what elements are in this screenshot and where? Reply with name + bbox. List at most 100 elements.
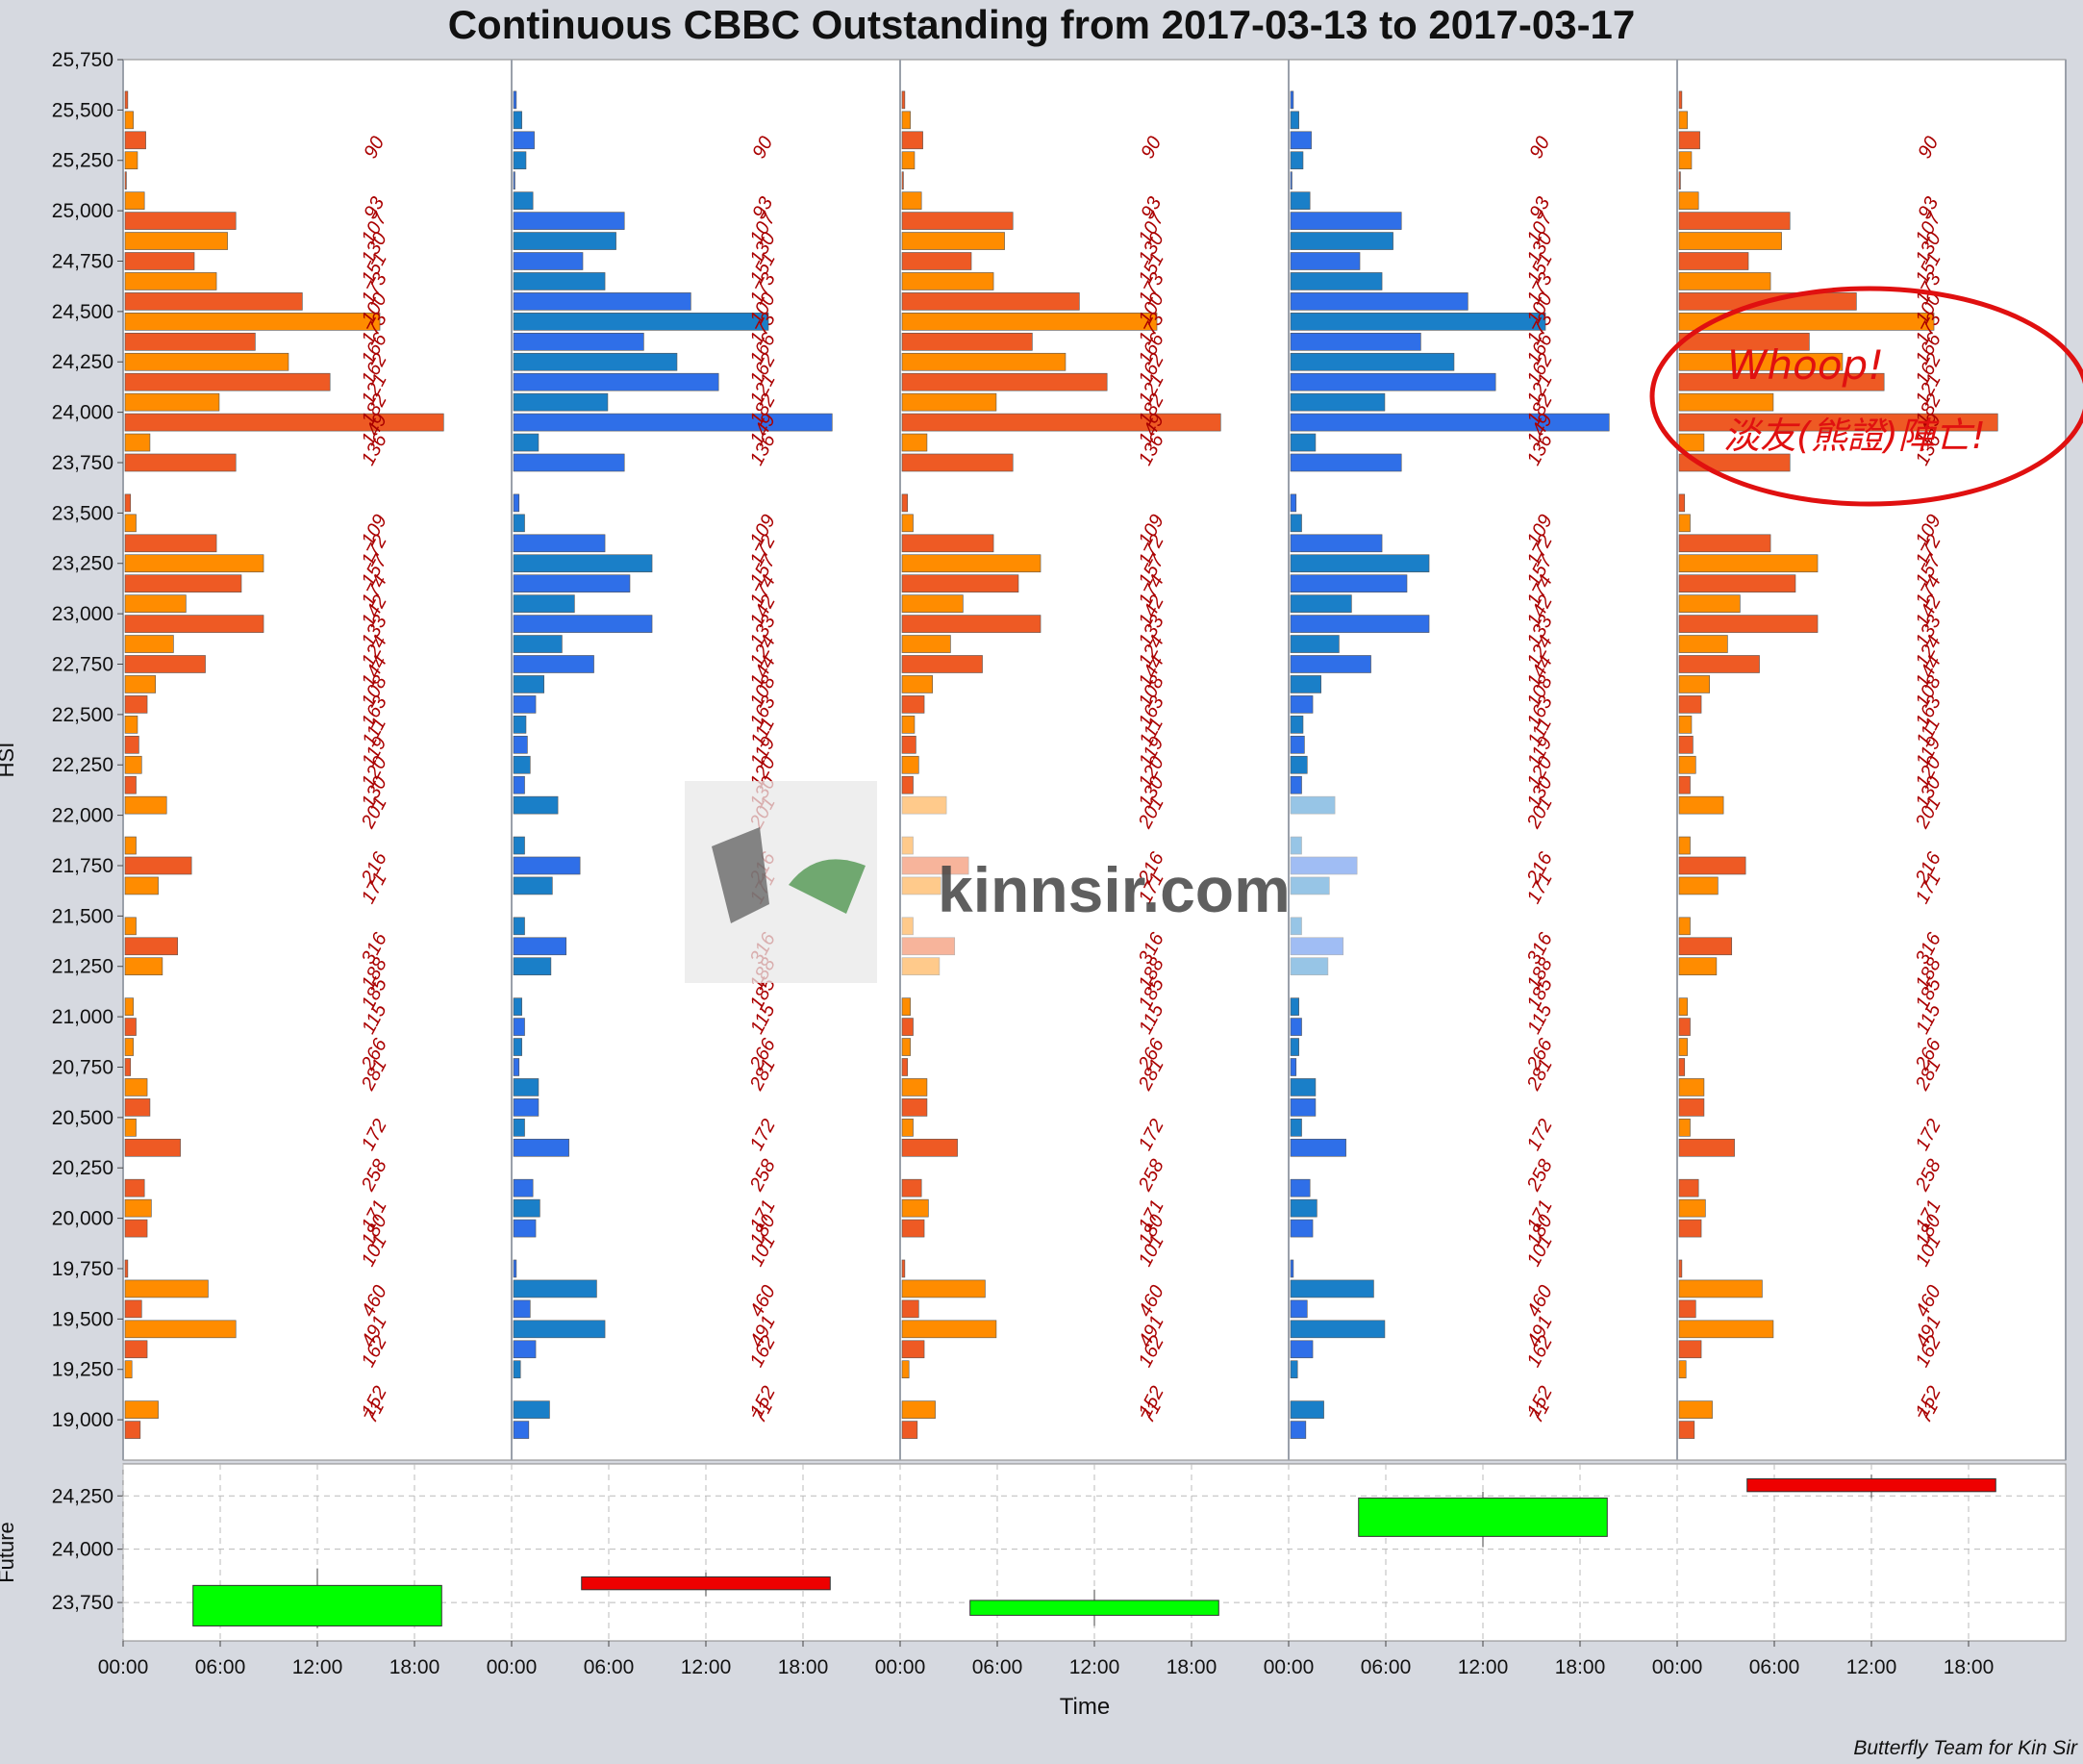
cbbc-bar	[901, 554, 1042, 573]
cbbc-bar	[1678, 716, 1693, 734]
cbbc-bar	[901, 453, 1014, 472]
cbbc-bar	[124, 392, 220, 412]
cbbc-bar	[513, 635, 563, 653]
cbbc-bar	[1678, 1058, 1686, 1076]
future-axis-label: Future	[0, 1522, 18, 1583]
x-tick-label: 00:00	[98, 1656, 149, 1678]
cbbc-bar	[513, 594, 575, 613]
cbbc-bar	[513, 1299, 531, 1319]
cbbc-bar	[1678, 1138, 1735, 1157]
x-tick-label: 12:00	[681, 1656, 732, 1678]
x-tick-label: 00:00	[1264, 1656, 1315, 1678]
x-tick-label: 06:00	[1361, 1656, 1412, 1678]
cbbc-bar	[1290, 272, 1383, 290]
y-tick-label: 19,000	[52, 1409, 113, 1431]
cbbc-bar	[1678, 1259, 1683, 1278]
cbbc-bar	[1290, 1421, 1307, 1439]
cbbc-bar	[513, 332, 644, 351]
annotation-line2: 淡友(熊證)陣亡!	[1723, 415, 1986, 457]
cbbc-bar	[901, 413, 1221, 432]
x-tick-label: 18:00	[1167, 1656, 1217, 1678]
cbbc-bar	[901, 111, 911, 130]
x-tick-label: 06:00	[1749, 1656, 1800, 1678]
cbbc-bar	[1678, 1320, 1774, 1339]
cbbc-bar	[1678, 554, 1819, 573]
y-tick-label: 21,500	[52, 905, 113, 927]
cbbc-bar	[901, 372, 1108, 391]
cbbc-bar	[124, 111, 134, 130]
cbbc-bar	[1678, 695, 1702, 714]
cbbc-bar	[124, 795, 167, 815]
cbbc-bar	[1290, 957, 1329, 976]
cbbc-bar	[1290, 212, 1402, 230]
cbbc-bar	[513, 574, 631, 592]
cbbc-bar	[513, 775, 525, 794]
cbbc-bar	[124, 735, 139, 754]
cbbc-bar	[124, 433, 151, 452]
cbbc-bar	[1290, 332, 1421, 351]
x-tick-label: 12:00	[292, 1656, 343, 1678]
cbbc-bar	[1290, 1178, 1311, 1197]
cbbc-bar	[1678, 937, 1733, 956]
cbbc-bar	[124, 1340, 148, 1359]
cbbc-bar	[124, 957, 163, 976]
cbbc-bar	[513, 272, 606, 290]
cbbc-bar	[124, 675, 156, 693]
cbbc-bar	[1678, 313, 1935, 331]
cbbc-bar	[1678, 775, 1691, 794]
cbbc-bar	[901, 856, 969, 875]
y-tick-label: 21,250	[52, 956, 113, 978]
cbbc-bar	[901, 937, 956, 956]
cbbc-bar	[1290, 1360, 1298, 1379]
cbbc-bar	[1678, 534, 1771, 553]
y-tick-label: 21,750	[52, 855, 113, 877]
annotation-line1: Whoop!	[1727, 341, 1884, 389]
cbbc-bar	[1290, 493, 1297, 513]
x-tick-label: 12:00	[1846, 1656, 1897, 1678]
cbbc-bar	[1290, 171, 1292, 190]
chart-title: Continuous CBBC Outstanding from 2017-03…	[447, 2, 1636, 47]
cbbc-bar	[901, 151, 916, 170]
cbbc-bar	[513, 90, 517, 110]
y-tick-label: 20,000	[52, 1208, 113, 1230]
cbbc-bar	[1678, 856, 1746, 875]
cbbc-bar	[513, 352, 678, 371]
cbbc-bar	[901, 876, 941, 895]
y-tick-label: 24,500	[52, 301, 113, 323]
cbbc-bar	[124, 252, 195, 270]
cbbc-bar	[901, 534, 994, 553]
cbbc-bar	[1290, 615, 1430, 633]
cbbc-bar	[901, 1340, 925, 1359]
cbbc-bar	[901, 131, 923, 150]
cbbc-bar	[124, 352, 289, 371]
cbbc-bar	[1290, 937, 1344, 956]
cbbc-bar	[901, 795, 947, 815]
cbbc-bar	[901, 1058, 909, 1076]
cbbc-bar	[124, 1119, 137, 1137]
future-candle	[1746, 1478, 1996, 1493]
cbbc-bar	[1290, 90, 1294, 110]
cbbc-bar	[901, 957, 941, 976]
cbbc-bar	[1678, 90, 1683, 110]
cbbc-bar	[901, 1038, 911, 1056]
cbbc-bar	[513, 655, 594, 673]
cbbc-bar	[901, 493, 909, 513]
cbbc-bar	[124, 655, 206, 673]
cbbc-bar	[1678, 1219, 1702, 1238]
x-tick-label: 12:00	[1069, 1656, 1120, 1678]
future-tick-label: 23,750	[52, 1592, 113, 1614]
cbbc-bar	[1290, 1259, 1294, 1278]
cbbc-bar	[513, 1198, 540, 1218]
x-tick-label: 18:00	[1944, 1656, 1995, 1678]
y-tick-label: 25,750	[52, 49, 113, 71]
cbbc-bar	[513, 252, 584, 270]
cbbc-bar	[1678, 171, 1681, 190]
cbbc-bar	[1678, 635, 1728, 653]
y-tick-label: 25,000	[52, 200, 113, 222]
cbbc-bar	[1290, 1279, 1374, 1298]
cbbc-bar	[1678, 372, 1885, 391]
cbbc-bar	[1290, 1018, 1302, 1036]
cbbc-bar	[901, 594, 964, 613]
cbbc-bar	[1678, 735, 1694, 754]
cbbc-bar	[513, 1320, 606, 1339]
